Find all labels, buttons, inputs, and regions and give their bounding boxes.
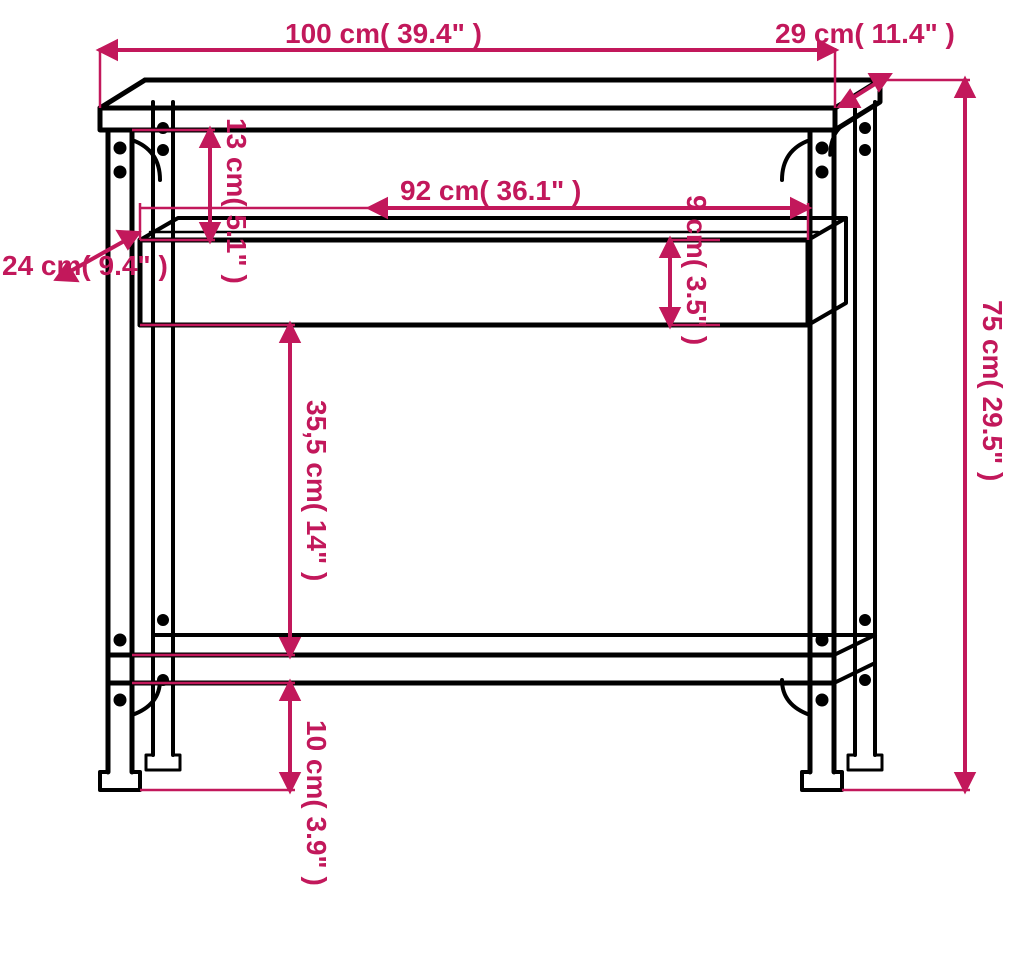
dim-width-total: 100 cm( 39.4" ) [285, 18, 482, 50]
dim-mid-height: 35,5 cm( 14" ) [300, 400, 332, 581]
dim-depth-total: 29 cm( 11.4" ) [775, 18, 955, 50]
dim-drawer-height: 9 cm( 3.5" ) [680, 195, 712, 345]
diagram-svg [0, 0, 1020, 958]
dim-height-total: 75 cm( 29.5" ) [976, 300, 1008, 481]
dim-drawer-depth: 24 cm( 9.4" ) [2, 250, 168, 282]
dim-gap-top: 13 cm( 5.1" ) [220, 118, 252, 284]
dim-drawer-width: 92 cm( 36.1" ) [400, 175, 581, 207]
dim-foot-height: 10 cm( 3.9" ) [300, 720, 332, 886]
